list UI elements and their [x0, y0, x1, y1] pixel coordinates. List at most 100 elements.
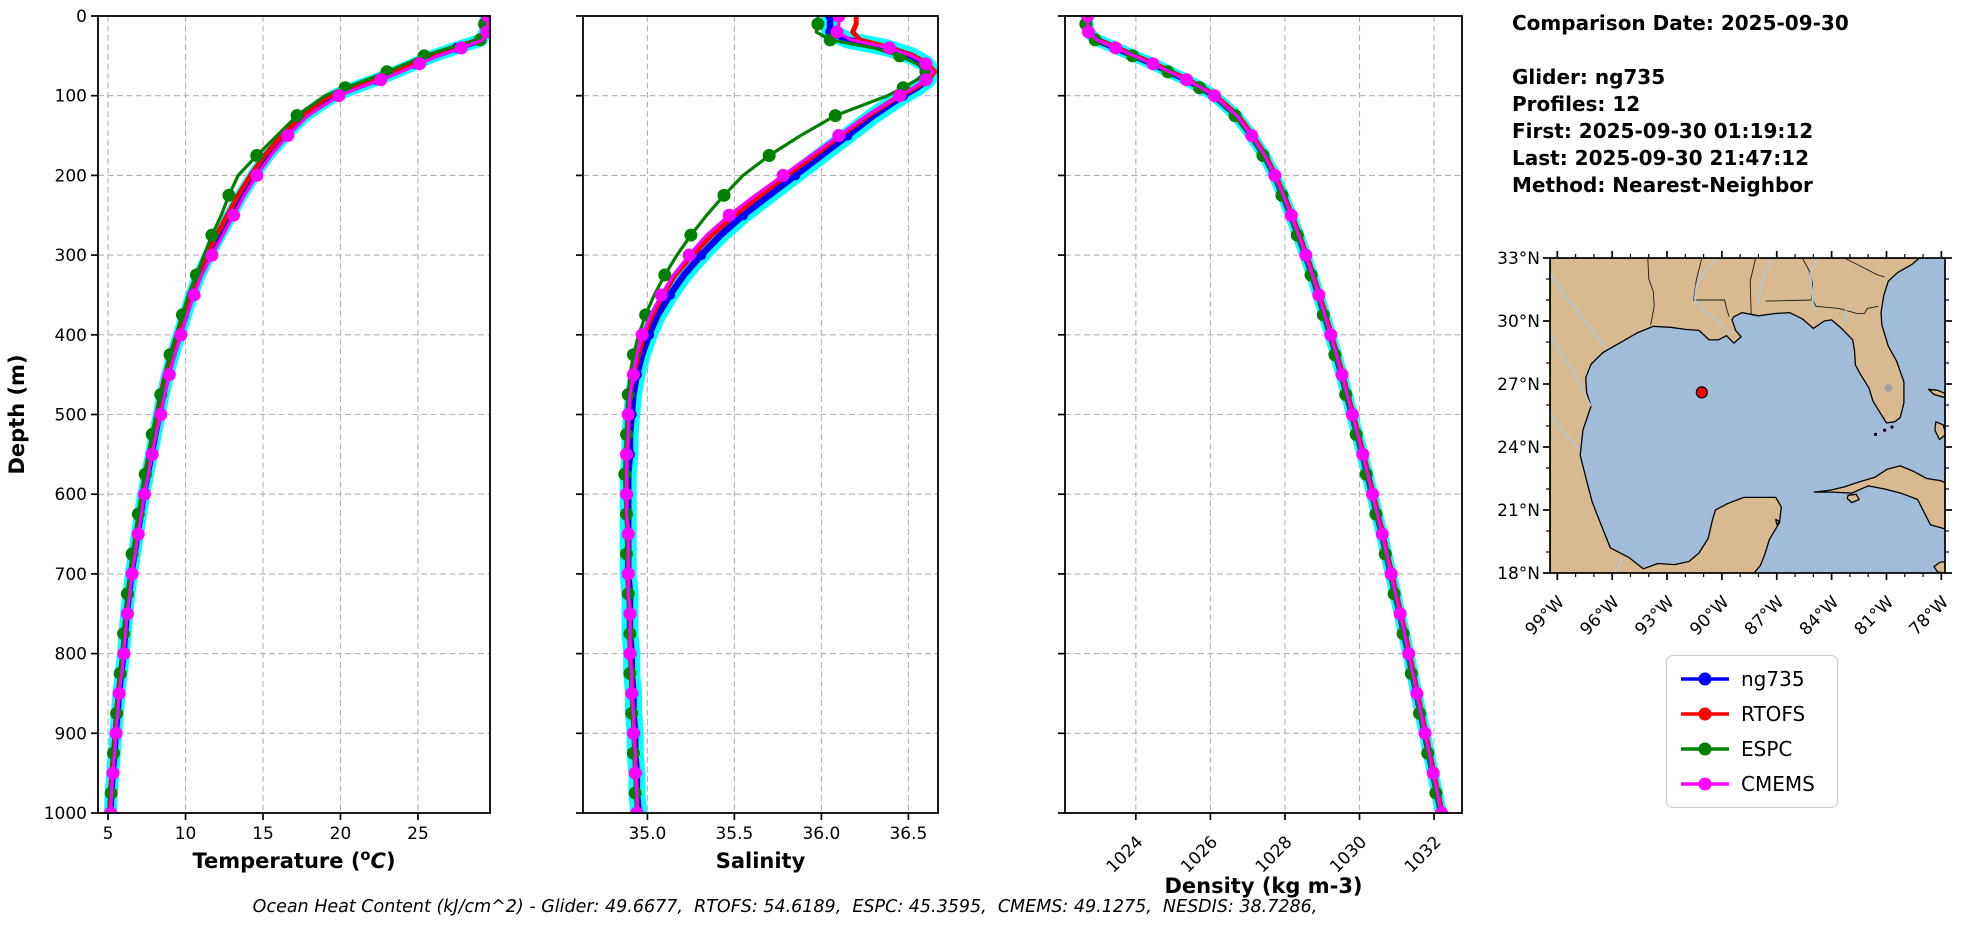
depth-axis-label: Depth (m)	[5, 354, 29, 474]
map-state-border	[1765, 299, 1812, 302]
x-tick-label: 35.0	[628, 824, 666, 844]
map-river	[1550, 274, 1608, 349]
location-map: 33°N 30°N 27°N 24°N 21°N 18°N 99°W 96°W 93°W 90°W…	[1497, 249, 1953, 640]
map-lon-label: 93°W	[1631, 592, 1678, 639]
series-CMEMS-line	[109, 15, 490, 814]
map-river	[1809, 258, 1818, 311]
depth-tick-label: 100	[55, 87, 87, 107]
map-land-cozumel	[1775, 518, 1781, 526]
map-border	[1549, 257, 1946, 574]
map-river	[1550, 413, 1580, 450]
curves-layer	[1079, 15, 1448, 814]
depth-tick-label: 0	[76, 7, 87, 27]
map-lon-label: 99°W	[1522, 592, 1569, 639]
map-land-grand-bahama	[1927, 388, 1945, 399]
map-lat-label: 21°N	[1497, 501, 1540, 521]
map-lon-label: 84°W	[1796, 592, 1843, 639]
temperature-axis-label: Temperature (oC)	[192, 847, 395, 873]
map-land-cuba	[1813, 465, 1945, 530]
info-spacer	[1512, 37, 1849, 64]
x-tick-label: 36.5	[889, 824, 927, 844]
map-florida-keys	[1890, 425, 1894, 429]
map-land-jamaica	[1933, 560, 1945, 573]
map-land-mainland	[1550, 258, 1921, 573]
x-tick-label: 10	[175, 824, 197, 844]
series-CMEMS-markers	[104, 15, 491, 814]
map-lake-okeechobee	[1884, 384, 1893, 393]
ohc-caption: Ocean Heat Content (kJ/cm^2) - Glider: 4…	[252, 897, 1318, 917]
legend-line-marker-icon	[1681, 707, 1729, 721]
series-CMEMS-markers	[620, 15, 933, 814]
x-tick-label: 25	[407, 824, 429, 844]
map-river	[1757, 258, 1772, 307]
depth-tick-label: 500	[55, 406, 87, 426]
density-profile-chart: 1024 1026 1028 1030 1032 Density (kg m-3)	[1058, 15, 1463, 898]
legend-label: RTOFS	[1741, 702, 1806, 726]
map-lat-label: 18°N	[1497, 564, 1540, 584]
map-state-border	[1647, 258, 1655, 326]
map-lon-label: 78°W	[1906, 592, 1953, 639]
x-tick-label: 1024	[1103, 832, 1148, 877]
legend-label: ESPC	[1741, 737, 1793, 761]
legend-item-cmems: CMEMS	[1679, 772, 1825, 796]
info-line: Method: Nearest-Neighbor	[1512, 173, 1813, 197]
legend: ng735 RTOFS ESPC CMEMS	[1666, 655, 1838, 808]
info-line: Comparison Date: 2025-09-30	[1512, 11, 1849, 35]
x-tick-label: 1028	[1252, 832, 1297, 877]
x-tick-label: 15	[252, 824, 274, 844]
curves-layer	[618, 15, 939, 814]
map-lat-label: 24°N	[1497, 438, 1540, 458]
salinity-axis-label: Salinity	[716, 849, 806, 873]
temperature-profile-chart: 0 100 200 300 400 500 600 700 800 900 1000 5 10 15 20 2…	[44, 7, 491, 873]
map-layers	[1550, 258, 1945, 573]
map-lon-label: 96°W	[1576, 592, 1623, 639]
map-state-border	[1693, 258, 1730, 317]
depth-tick-label: 900	[55, 724, 87, 744]
x-tick-label: 1030	[1326, 832, 1371, 877]
map-river	[1843, 309, 1847, 324]
density-axis-label: Density (kg m-3)	[1164, 874, 1362, 898]
depth-tick-label: 300	[55, 246, 87, 266]
map-lon-label: 87°W	[1741, 592, 1788, 639]
x-tick-label: 1026	[1177, 832, 1222, 877]
legend-line-marker-icon	[1681, 777, 1729, 791]
map-florida-keys	[1873, 432, 1878, 436]
map-lat-label: 27°N	[1497, 375, 1540, 395]
map-land-bahamas	[1934, 421, 1945, 441]
map-florida-keys	[1883, 428, 1887, 432]
legend-line-marker-icon	[1681, 672, 1729, 686]
legend-item-ng735: ng735	[1679, 667, 1825, 691]
map-lat-label: 33°N	[1497, 249, 1540, 269]
glider-location-marker	[1695, 386, 1708, 399]
x-tick-label: 1032	[1401, 832, 1446, 877]
map-land-isle-of-youth	[1846, 493, 1860, 504]
legend-line-marker-icon	[1681, 742, 1729, 756]
info-panel: Comparison Date: 2025-09-30 Glider: ng735…	[1512, 10, 1849, 199]
legend-label: ng735	[1741, 667, 1805, 691]
x-tick-label: 36.0	[802, 824, 840, 844]
x-tick-label: 20	[330, 824, 352, 844]
curves-layer	[103, 15, 491, 814]
map-river	[1613, 557, 1624, 573]
info-line: Profiles: 12	[1512, 92, 1641, 116]
depth-tick-label: 600	[55, 485, 87, 505]
legend-label: CMEMS	[1741, 772, 1815, 796]
map-state-border	[1812, 299, 1879, 315]
depth-tick-label: 400	[55, 326, 87, 346]
map-river	[1550, 333, 1592, 407]
depth-tick-label: 200	[55, 166, 87, 186]
x-tick-label: 35.5	[715, 824, 753, 844]
map-river	[1693, 258, 1732, 335]
x-tick-label: 5	[103, 824, 114, 844]
legend-item-espc: ESPC	[1679, 737, 1825, 761]
legend-item-rtofs: RTOFS	[1679, 702, 1825, 726]
depth-tick-label: 1000	[44, 804, 87, 824]
map-state-border	[1844, 258, 1885, 278]
info-line: Glider: ng735	[1512, 65, 1666, 89]
series-CMEMS-markers	[1081, 15, 1448, 814]
info-line: First: 2025-09-30 01:19:12	[1512, 119, 1814, 143]
salinity-profile-chart: 35.0 35.5 36.0 36.5 Salinity	[576, 15, 939, 873]
map-lat-label: 30°N	[1497, 312, 1540, 332]
map-lon-label: 81°W	[1851, 592, 1898, 639]
